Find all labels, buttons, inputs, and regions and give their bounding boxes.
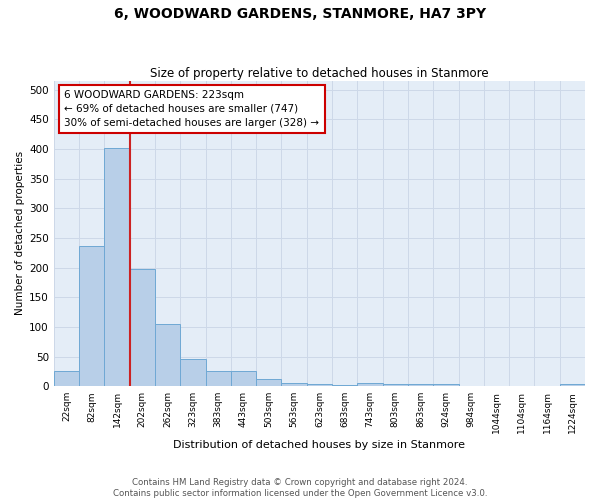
Bar [307, 384, 332, 386]
Bar [180, 359, 206, 386]
Title: Size of property relative to detached houses in Stanmore: Size of property relative to detached ho… [150, 66, 489, 80]
Bar [281, 383, 307, 386]
X-axis label: Distribution of detached houses by size in Stanmore: Distribution of detached houses by size … [173, 440, 466, 450]
Bar [256, 379, 281, 386]
Bar [104, 148, 130, 386]
Bar [408, 384, 433, 386]
Text: 6, WOODWARD GARDENS, STANMORE, HA7 3PY: 6, WOODWARD GARDENS, STANMORE, HA7 3PY [114, 8, 486, 22]
Text: Contains HM Land Registry data © Crown copyright and database right 2024.
Contai: Contains HM Land Registry data © Crown c… [113, 478, 487, 498]
Bar [231, 372, 256, 386]
Bar [130, 270, 155, 386]
Bar [383, 384, 408, 386]
Bar [54, 372, 79, 386]
Bar [560, 384, 585, 386]
Bar [358, 383, 383, 386]
Y-axis label: Number of detached properties: Number of detached properties [15, 152, 25, 316]
Bar [155, 324, 180, 386]
Bar [206, 372, 231, 386]
Bar [433, 384, 458, 386]
Bar [332, 385, 358, 386]
Text: 6 WOODWARD GARDENS: 223sqm
← 69% of detached houses are smaller (747)
30% of sem: 6 WOODWARD GARDENS: 223sqm ← 69% of deta… [64, 90, 319, 128]
Bar [79, 246, 104, 386]
